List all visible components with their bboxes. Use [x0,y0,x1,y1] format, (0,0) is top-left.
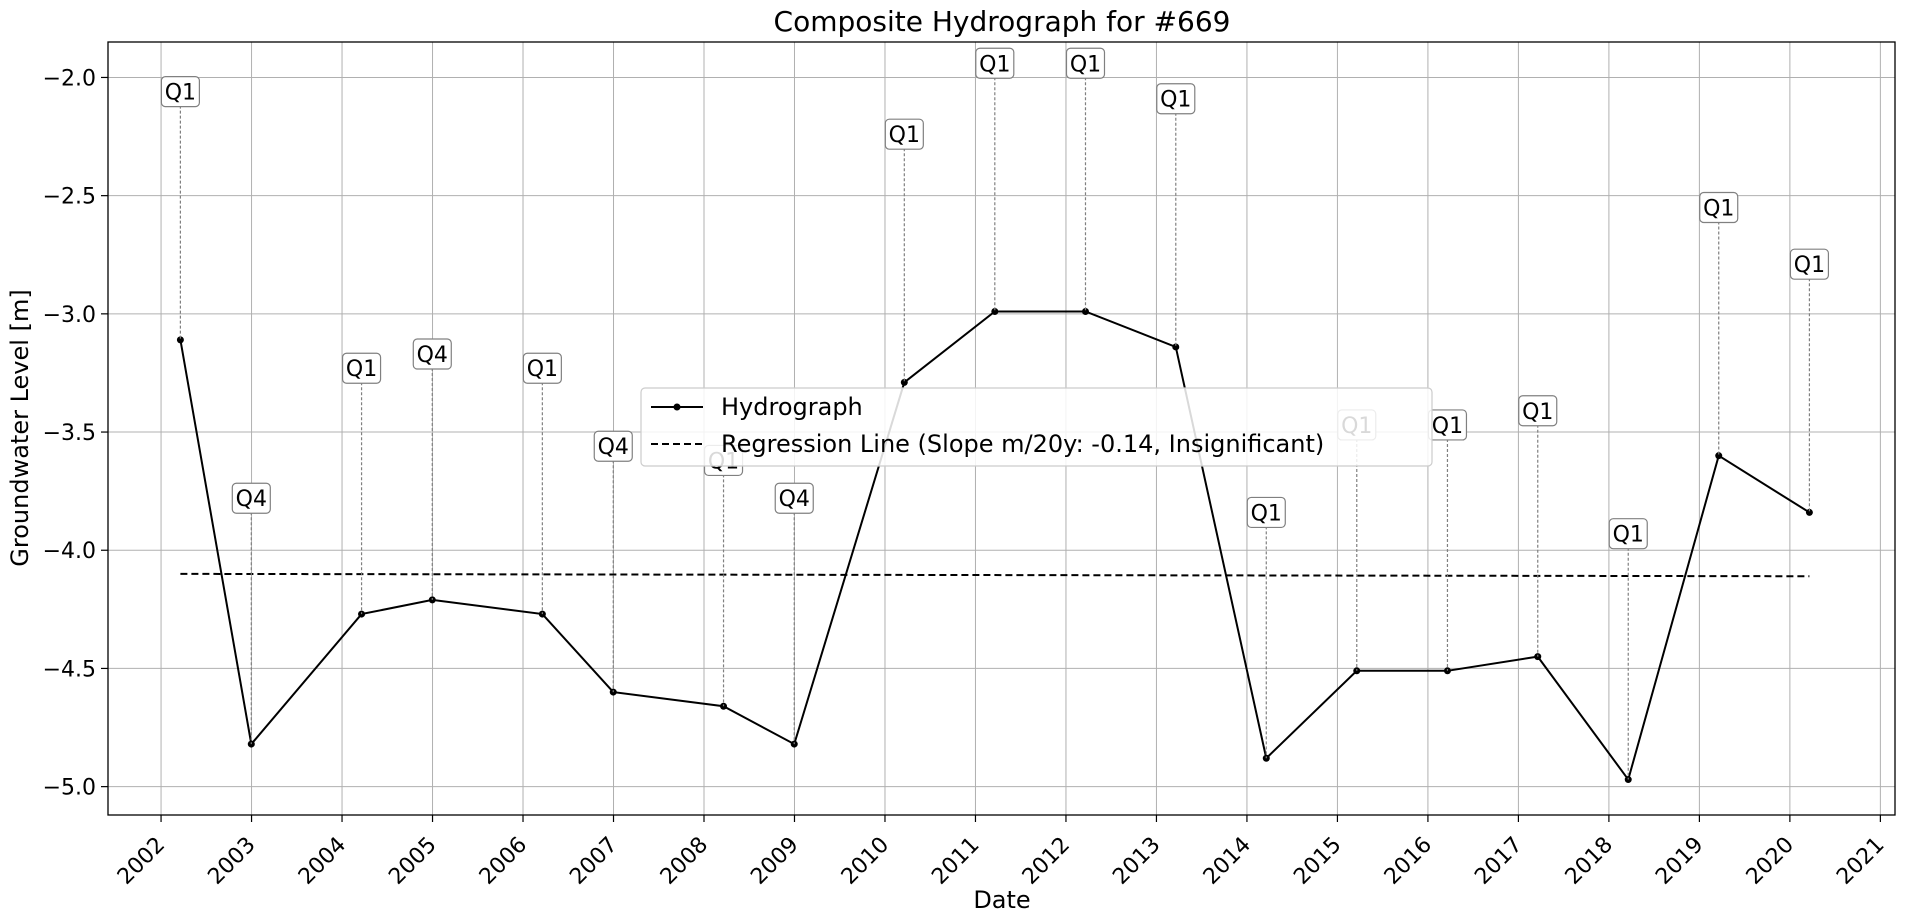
annotation-box [412,338,452,370]
annotation-box [231,482,271,514]
annotation-box [1246,496,1286,529]
x-tick-label: 2009 [746,832,803,889]
annotation-label: Q4 [598,435,629,460]
annotation-label: Q1 [1522,400,1553,425]
legend-regression-label: Regression Line (Slope m/20y: -0.14, Ins… [721,430,1324,458]
annotation-label: Q1 [1070,52,1101,77]
y-axis-ticks: −2.0 −2.5 −3.0 −3.5 −4.0 −4.5 −5.0 [43,66,108,801]
y-tick-label: −4.5 [43,657,96,682]
annotation-box [1156,83,1196,115]
y-tick-label: −5.0 [43,776,96,801]
annotation-box [1789,248,1830,280]
x-tick-label: 2019 [1651,832,1708,889]
annotation-label: Q1 [889,123,920,148]
regression-line-group [180,572,1810,578]
annotation-box [160,76,200,108]
y-axis-label: Groundwater Level [m] [6,289,34,566]
chart-title: Composite Hydrograph for #669 [774,5,1231,38]
x-tick-label: 2021 [1832,832,1889,889]
x-axis-label: Date [973,886,1030,914]
annotation-label: Q4 [417,343,448,368]
annotation-label: Q1 [1160,88,1191,113]
hydrograph-point [1081,307,1089,315]
annotation-label: Q1 [1251,501,1282,526]
hydrograph-point [900,378,908,386]
x-tick-label: 2015 [1289,832,1346,889]
x-tick-label: 2004 [294,832,351,889]
annotation-label: Q4 [236,487,267,512]
annotation-label: Q1 [1794,253,1825,278]
y-tick-label: −3.5 [43,421,96,446]
annotation-box [1699,191,1739,224]
x-tick-label: 2011 [927,832,984,889]
legend: Hydrograph Regression Line (Slope m/20y:… [640,387,1433,467]
y-tick-label: −3.0 [43,303,96,328]
x-tick-label: 2014 [1199,832,1256,889]
annotation-label: Q1 [346,357,377,382]
x-tick-label: 2008 [656,832,713,889]
annotation-box [522,352,562,384]
hydrograph-series-group [176,307,1813,784]
legend-hydrograph-label: Hydrograph [721,393,863,421]
annotation-box [884,118,924,150]
plot-frame [107,41,1896,816]
x-tick-label: 2017 [1470,832,1527,889]
hydrograph-point [1805,508,1813,516]
x-tick-label: 2006 [475,832,532,889]
x-tick-label: 2002 [113,832,170,889]
x-tick-label: 2010 [837,832,894,889]
annotation-label: Q1 [1613,523,1644,548]
annotation-label: Q1 [1432,414,1463,439]
annotation-label: Q1 [1703,196,1734,221]
annotation-box [341,352,382,384]
regression-line [180,572,1810,578]
annotation-box [1608,518,1648,550]
x-tick-label: 2003 [203,832,260,889]
x-tick-label: 2020 [1742,832,1799,889]
x-tick-label: 2005 [384,832,441,889]
x-tick-label: 2012 [1018,832,1075,889]
legend-hydrograph-marker [673,403,681,411]
legend-box [640,387,1433,467]
hydrograph-point [1715,452,1723,460]
x-tick-label: 2018 [1561,832,1618,889]
x-tick-label: 2007 [565,832,622,889]
annotation-label: Q1 [165,81,196,106]
y-tick-label: −2.5 [43,185,96,210]
annotation-box [593,430,633,462]
x-axis-ticks: 2002 2003 2004 2005 2006 2007 2008 2009 2010 2011… [113,815,1890,890]
hydrograph-point [176,336,184,344]
annotation-box [1065,47,1106,79]
y-tick-label: −2.0 [43,66,96,91]
hydrograph-point [1172,343,1180,351]
x-tick-label: 2016 [1380,832,1437,889]
hydrograph-point [991,307,999,315]
annotation-label: Q1 [527,357,558,382]
x-tick-label: 2013 [1108,832,1165,889]
annotation-box [975,47,1015,79]
hydrograph-line [179,310,1810,782]
annotation-box [774,482,814,514]
annotation-box [1518,395,1558,427]
annotation-label: Q4 [779,487,810,512]
annotation-label: Q1 [979,52,1010,77]
y-tick-label: −4.0 [43,539,96,564]
